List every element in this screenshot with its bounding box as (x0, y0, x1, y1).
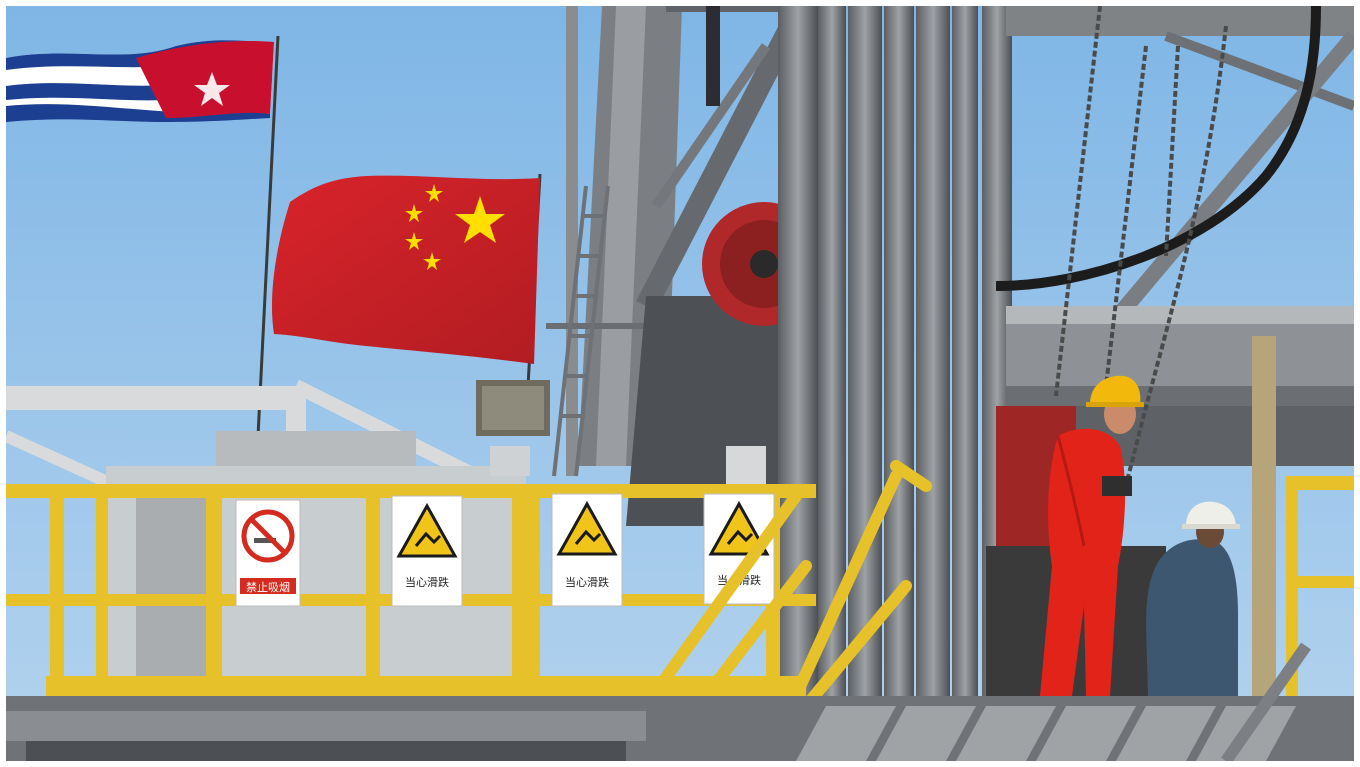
china-flag (271, 173, 542, 387)
hard-hat-yellow (1090, 375, 1141, 404)
slip-warning-icon (396, 502, 458, 558)
photo-scene: 禁止吸烟 当心滑跌 当心滑跌 当心滑跌 (6, 6, 1354, 761)
hard-hat-white (1186, 501, 1236, 528)
cuba-flag (6, 35, 280, 437)
sign-3-caption: 当心滑跌 (565, 575, 609, 589)
sign-1: 禁止吸烟 (235, 499, 301, 607)
slip-warning-icon (556, 500, 618, 556)
china-flag-big-star (455, 196, 505, 243)
sign-3: 当心滑跌 (551, 493, 623, 607)
sign-1-caption: 禁止吸烟 (246, 580, 290, 594)
black-hose (995, 6, 1321, 291)
no-smoking-icon (241, 509, 295, 563)
hoist-chains (1044, 6, 1228, 761)
sign-2-caption: 当心滑跌 (405, 575, 449, 589)
photo-frame: 禁止吸烟 当心滑跌 当心滑跌 当心滑跌 (6, 6, 1354, 761)
slip-warning-icon (708, 500, 770, 556)
worker-red-coverall (1040, 375, 1144, 696)
worker-blue-coverall (1146, 501, 1240, 696)
rig-floor (6, 642, 1354, 761)
sign-2: 当心滑跌 (391, 495, 463, 607)
